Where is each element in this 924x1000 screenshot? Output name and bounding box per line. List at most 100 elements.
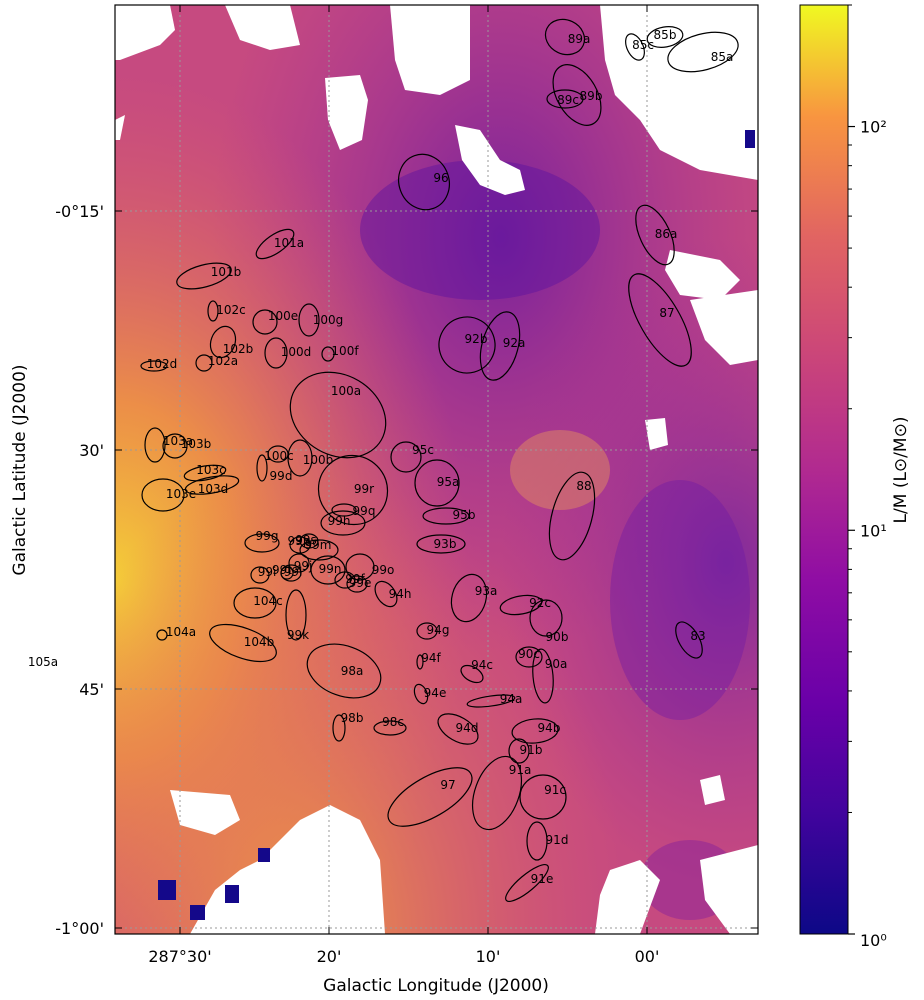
region-ellipse-89a xyxy=(544,18,586,56)
region-ellipse-99i xyxy=(250,566,270,584)
region-ellipse-99s xyxy=(299,533,319,549)
region-label-95c: 95c xyxy=(412,443,434,457)
region-label-85a: 85a xyxy=(711,50,734,64)
colorbar-label: L/M (L⊙/M⊙) xyxy=(891,417,911,524)
region-label-93b: 93b xyxy=(434,537,457,551)
region-ellipse-99j xyxy=(288,553,310,573)
region-ellipse-94f xyxy=(416,654,424,670)
region-ellipse-92a xyxy=(479,311,521,381)
region-ellipse-95b xyxy=(422,507,470,525)
region-label-103c: 103c xyxy=(196,463,226,477)
region-ellipse-99p xyxy=(289,536,311,554)
region-ellipse-101b xyxy=(176,262,232,290)
region-ellipse-102a xyxy=(195,354,213,372)
grid-lines xyxy=(115,5,758,934)
region-label-101b: 101b xyxy=(211,265,242,279)
region-ellipse-104a xyxy=(156,629,168,641)
region-label-105a: 105a xyxy=(28,655,58,669)
region-ellipse-102b xyxy=(209,325,237,359)
region-label-101a: 101a xyxy=(274,236,304,250)
region-ellipse-99m xyxy=(299,539,339,561)
region-label-104a: 104a xyxy=(166,625,196,639)
region-ellipse-98b xyxy=(332,714,346,742)
region-label-96: 96 xyxy=(433,171,448,185)
region-ellipse-100b xyxy=(287,439,313,477)
region-label-99j: 99j xyxy=(294,559,313,573)
region-label-99d: 99d xyxy=(270,469,293,483)
region-ellipse-90c xyxy=(515,646,543,668)
colorbar-gradient xyxy=(799,4,849,935)
region-label-99r: 99r xyxy=(354,482,374,496)
region-label-99t: 99t xyxy=(272,563,292,577)
region-label-100a: 100a xyxy=(331,384,361,398)
region-label-104b: 104b xyxy=(244,635,275,649)
region-ellipse-90b xyxy=(529,599,563,637)
region-label-98a: 98a xyxy=(341,664,364,678)
region-ellipse-94h xyxy=(374,580,398,608)
region-label-83: 83 xyxy=(690,629,705,643)
region-label-104c: 104c xyxy=(253,594,283,608)
region-ellipse-91c xyxy=(519,774,567,820)
region-label-85b: 85b xyxy=(654,28,677,42)
region-ellipse-89c xyxy=(546,89,584,109)
colorbar-ticks: 10⁰ 10¹ 10² xyxy=(848,4,887,950)
region-label-99k: 99k xyxy=(287,628,309,642)
region-ellipse-94d xyxy=(437,713,479,745)
region-label-92c: 92c xyxy=(529,596,551,610)
x-tick-label: 10' xyxy=(476,947,501,966)
region-ellipse-94g xyxy=(416,622,438,640)
region-ellipse-85b xyxy=(646,26,684,48)
region-label-94b: 94b xyxy=(538,721,561,735)
region-label-92b: 92b xyxy=(465,332,488,346)
region-ellipse-102c xyxy=(207,300,219,322)
region-label-103b: 103b xyxy=(181,437,212,451)
region-ellipse-103d xyxy=(184,475,240,495)
region-label-88: 88 xyxy=(576,479,591,493)
region-ellipse-92b xyxy=(438,316,496,374)
region-ellipse-99d xyxy=(256,454,268,482)
colorbar-tick-label: 10⁰ xyxy=(860,931,887,950)
region-label-99q: 99q xyxy=(353,504,376,518)
region-label-97: 97 xyxy=(440,778,455,792)
region-label-99o: 99o xyxy=(372,563,395,577)
region-ellipse-99e xyxy=(346,575,368,593)
region-ellipse-88 xyxy=(548,471,596,561)
region-ellipse-94e xyxy=(413,683,429,705)
region-label-94h: 94h xyxy=(389,587,412,601)
region-label-85c: 85c xyxy=(632,38,654,52)
region-label-99p: 99p xyxy=(288,534,311,548)
region-label-94d: 94d xyxy=(456,721,479,735)
region-ellipse-99r xyxy=(317,454,389,526)
region-ellipse-95c xyxy=(390,441,422,473)
colorbar-tick-label: 10² xyxy=(860,118,887,137)
region-label-91c: 91c xyxy=(544,783,566,797)
region-label-94c: 94c xyxy=(471,658,493,672)
region-label-86a: 86a xyxy=(655,227,678,241)
region-label-103d: 103d xyxy=(198,482,229,496)
region-label-91a: 91a xyxy=(509,763,532,777)
region-ellipse-93b xyxy=(416,534,466,554)
region-label-89a: 89a xyxy=(568,32,591,46)
region-ellipse-103c xyxy=(183,464,227,482)
region-ellipse-99t xyxy=(280,566,294,580)
region-label-95b: 95b xyxy=(453,508,476,522)
plot-frame xyxy=(114,4,759,935)
region-label-102b: 102b xyxy=(223,342,254,356)
x-axis-ticks: 287°30' 20' 10' 00' xyxy=(148,5,659,966)
region-label-92a: 92a xyxy=(503,336,526,350)
region-ellipse-94a xyxy=(466,694,516,708)
region-ellipse-91d xyxy=(526,821,548,861)
region-ellipse-100a xyxy=(289,371,387,459)
region-ellipse-103e xyxy=(141,478,185,512)
region-ellipse-100f xyxy=(321,346,335,362)
region-ellipse-103a xyxy=(144,427,166,463)
y-axis-label: Galactic Latitude (J2000) xyxy=(10,364,30,575)
region-ellipse-99o xyxy=(345,553,375,581)
colorbar-tick-label: 10¹ xyxy=(860,521,887,540)
region-label-100g: 100g xyxy=(313,313,344,327)
region-label-90a: 90a xyxy=(545,657,568,671)
colorbar: 10⁰ 10¹ 10² L/M (L⊙/M⊙) xyxy=(799,4,911,950)
region-label-99i: 99i xyxy=(258,565,277,579)
